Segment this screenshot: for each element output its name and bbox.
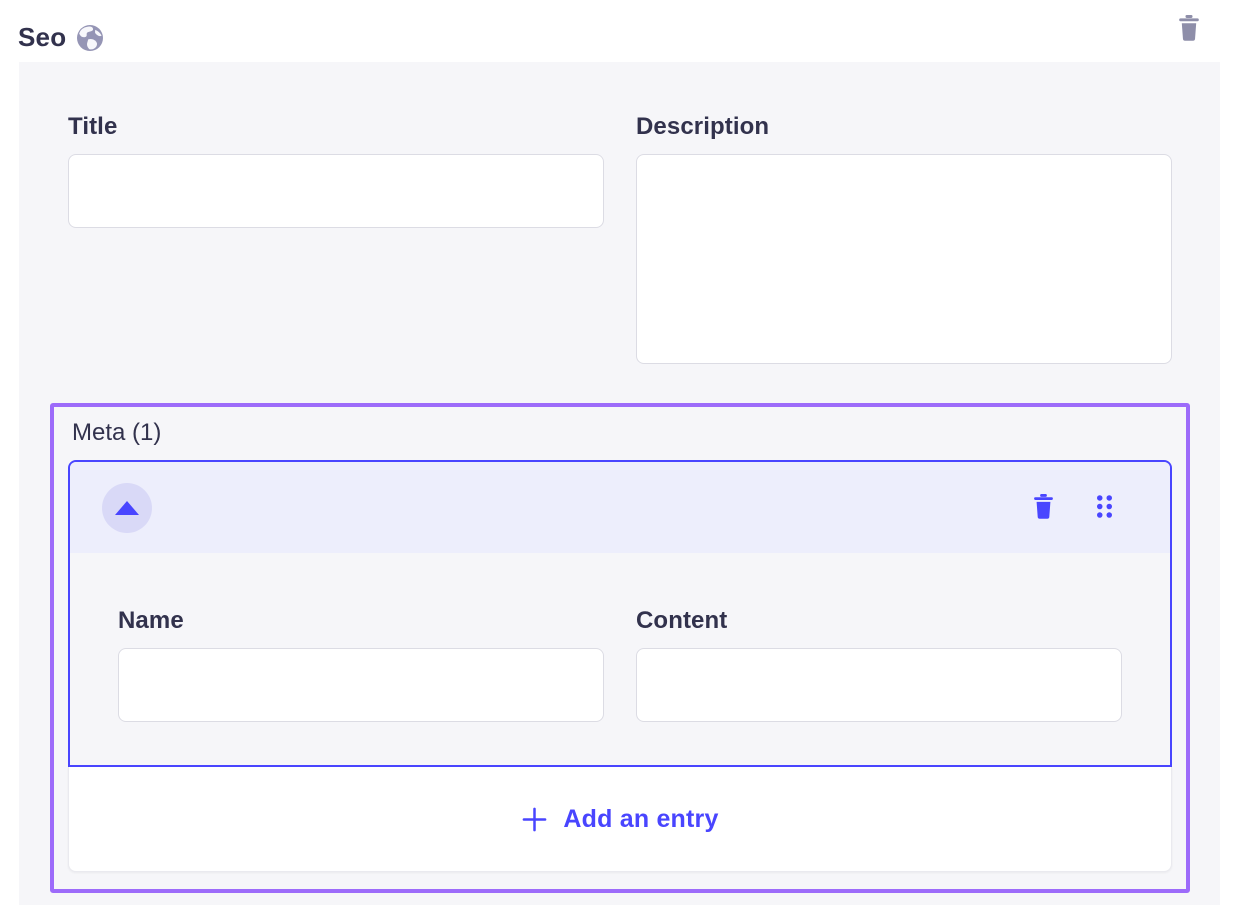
description-label: Description (636, 113, 770, 140)
drag-handle-icon (1095, 493, 1114, 523)
meta-entry-footer: Add an entry (68, 767, 1172, 872)
seo-fields-row: Title Description (68, 113, 1172, 369)
component-header: Seo (0, 0, 1240, 62)
meta-entry-body: Name Content (70, 553, 1170, 765)
meta-repeatable-component: Meta (1) (50, 403, 1190, 893)
meta-label: Meta (1) (72, 419, 162, 446)
content-label: Content (636, 607, 728, 634)
name-input[interactable] (118, 648, 604, 722)
add-entry-label: Add an entry (563, 804, 719, 833)
component-panel: Title Description Meta (1) (19, 62, 1220, 905)
plus-icon (521, 806, 548, 833)
globe-icon (76, 24, 104, 52)
description-field-group: Description (636, 113, 1172, 369)
content-input[interactable] (636, 648, 1122, 722)
title-label: Title (68, 113, 118, 140)
name-field-group: Name (118, 607, 604, 722)
title-input[interactable] (68, 154, 604, 228)
title-field-group: Title (68, 113, 604, 228)
meta-entry-header[interactable] (70, 462, 1170, 553)
delete-entry-button[interactable] (1032, 493, 1055, 523)
trash-icon (1177, 15, 1201, 45)
component-title: Seo (18, 22, 67, 52)
chevron-up-icon (115, 500, 139, 515)
name-label: Name (118, 607, 184, 634)
trash-icon (1032, 493, 1055, 523)
collapse-entry-button[interactable] (102, 482, 152, 533)
drag-entry-handle[interactable] (1095, 493, 1114, 523)
delete-component-button[interactable] (1176, 14, 1202, 44)
add-entry-button[interactable]: Add an entry (521, 805, 718, 834)
meta-entry: Name Content (68, 460, 1172, 767)
content-field-group: Content (636, 607, 1122, 722)
description-input[interactable] (636, 154, 1172, 364)
